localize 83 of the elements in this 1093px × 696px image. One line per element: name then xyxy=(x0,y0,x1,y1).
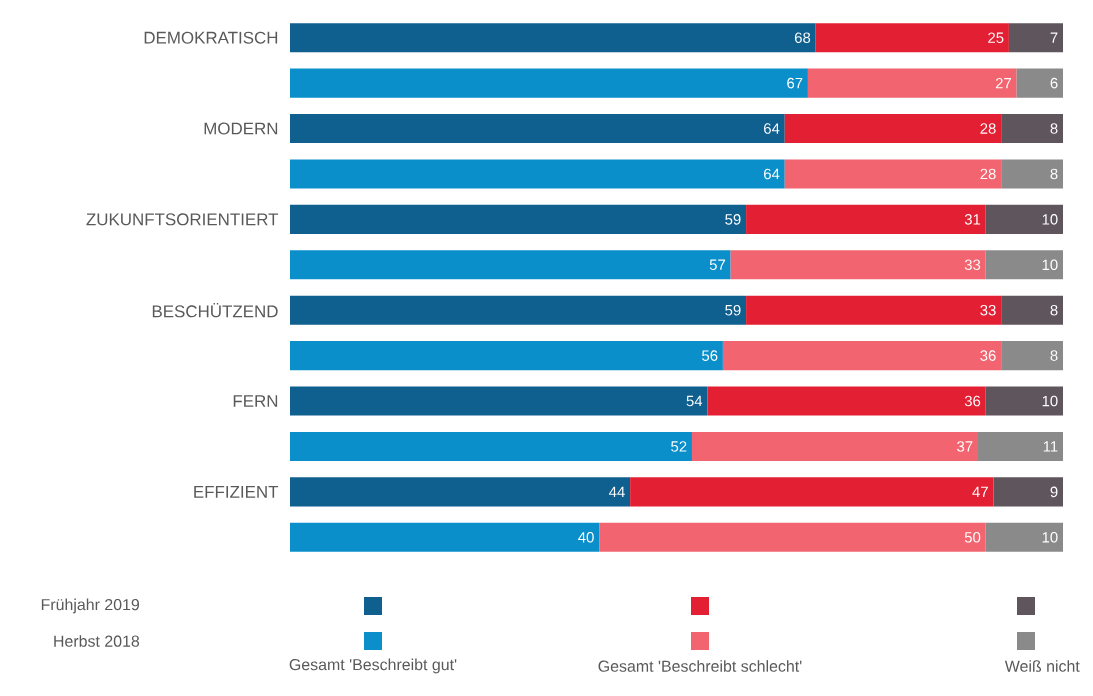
data-label: 36 xyxy=(964,395,981,407)
data-label: 57 xyxy=(709,259,726,270)
bar xyxy=(1001,159,1064,189)
data-label: 9 xyxy=(1050,486,1058,498)
data-label: 8 xyxy=(1050,304,1058,316)
bar xyxy=(290,250,731,280)
data-label: 27 xyxy=(995,77,1012,89)
data-label: 36 xyxy=(980,350,996,361)
bar xyxy=(290,477,631,507)
data-label: 56 xyxy=(702,350,718,361)
data-label: 25 xyxy=(988,32,1004,43)
data-label: 28 xyxy=(980,123,996,134)
bar xyxy=(599,522,986,552)
data-label: 67 xyxy=(787,77,803,89)
bar xyxy=(1008,23,1064,53)
bar xyxy=(707,386,986,416)
data-label: 59 xyxy=(725,214,741,225)
data-label: 59 xyxy=(725,304,741,316)
data-label: 33 xyxy=(964,259,981,271)
bar xyxy=(290,204,747,234)
legend-label: Gesamt 'Beschreibt gut' xyxy=(289,658,457,674)
legend-label: Weiß nicht xyxy=(1004,660,1080,672)
y-tick-label: DEMOKRATISCH xyxy=(144,31,278,44)
bar xyxy=(1001,114,1064,144)
bar xyxy=(730,250,986,280)
bar xyxy=(977,431,1064,461)
data-label: 6 xyxy=(1050,77,1058,89)
data-label: 40 xyxy=(578,531,594,543)
bar xyxy=(290,386,708,416)
data-label: 64 xyxy=(764,168,780,180)
data-label: 44 xyxy=(609,486,625,498)
bar xyxy=(784,114,1002,144)
text: Frühjahr 2019 xyxy=(41,598,140,614)
bar xyxy=(290,68,808,98)
data-label: 28 xyxy=(980,168,996,180)
bar xyxy=(290,341,723,371)
data-label: 8 xyxy=(1050,123,1058,134)
bar xyxy=(290,431,692,461)
bar xyxy=(1001,295,1064,325)
bar xyxy=(630,477,994,507)
y-tick-label: BESCHÜTZEND xyxy=(152,303,278,318)
data-label: 33 xyxy=(980,304,996,316)
data-label: 8 xyxy=(1050,350,1058,361)
bar xyxy=(1001,341,1064,371)
bar xyxy=(985,204,1064,234)
data-label: 10 xyxy=(1042,531,1058,543)
data-label: 10 xyxy=(1042,395,1058,407)
bar xyxy=(1016,68,1064,98)
bar xyxy=(290,159,785,189)
data-label: 47 xyxy=(972,486,988,498)
data-label: 68 xyxy=(794,32,811,43)
data-label: 54 xyxy=(686,395,703,407)
bar xyxy=(985,522,1064,552)
data-label: 64 xyxy=(764,123,780,134)
y-tick-label: MODERN xyxy=(204,122,278,135)
bar xyxy=(746,204,986,234)
bar xyxy=(290,114,785,144)
data-label: 7 xyxy=(1050,32,1058,43)
data-label: 52 xyxy=(671,441,687,452)
bar xyxy=(807,68,1017,98)
bar xyxy=(985,250,1064,280)
bar xyxy=(290,295,747,325)
bar xyxy=(691,431,978,461)
data-label: 10 xyxy=(1042,214,1058,225)
data-label: 11 xyxy=(1043,441,1058,452)
bar xyxy=(746,295,1002,325)
bar xyxy=(985,386,1064,416)
y-tick-label: FERN xyxy=(233,395,278,407)
bar xyxy=(290,23,816,53)
bar xyxy=(290,522,600,552)
text: Herbst 2018 xyxy=(54,635,140,647)
legend-label: Gesamt 'Beschreibt schlecht' xyxy=(598,660,802,672)
data-label: 37 xyxy=(957,441,973,452)
bar xyxy=(722,341,1002,371)
data-label: 8 xyxy=(1050,168,1058,180)
bar xyxy=(815,23,1009,53)
bar xyxy=(784,159,1002,189)
bar xyxy=(993,477,1064,507)
data-label: 50 xyxy=(964,531,981,543)
data-label: 31 xyxy=(964,214,981,225)
data-label: 10 xyxy=(1042,259,1058,271)
y-tick-label: ZUKUNFTSORIENTIERT xyxy=(86,213,279,226)
y-tick-label: EFFIZIENT xyxy=(194,486,279,498)
